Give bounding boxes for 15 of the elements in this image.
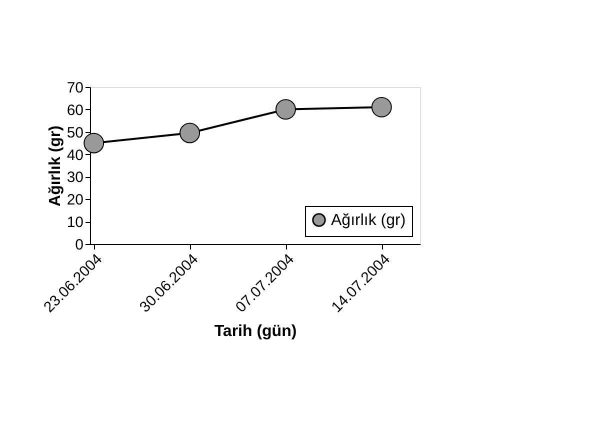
point [180,122,200,144]
y-tick-label: 0 [75,236,84,254]
y-tick-label: 40 [66,146,84,164]
y-tick-label: 30 [66,169,84,186]
y-tick-label: 50 [66,124,84,142]
y-tick-label: 10 [66,214,84,232]
y-tick-label: 20 [66,192,84,209]
x-axis-title: Tarih (gün) [214,323,297,340]
point [371,96,392,118]
y-tick-label: 60 [66,102,84,119]
point [84,132,104,154]
y-axis-title: Ağırlık (gr) [46,126,64,206]
legend-label: Ağırlık (gr) [331,212,406,229]
point [275,99,296,120]
y-tick-label: 70 [66,80,84,96]
